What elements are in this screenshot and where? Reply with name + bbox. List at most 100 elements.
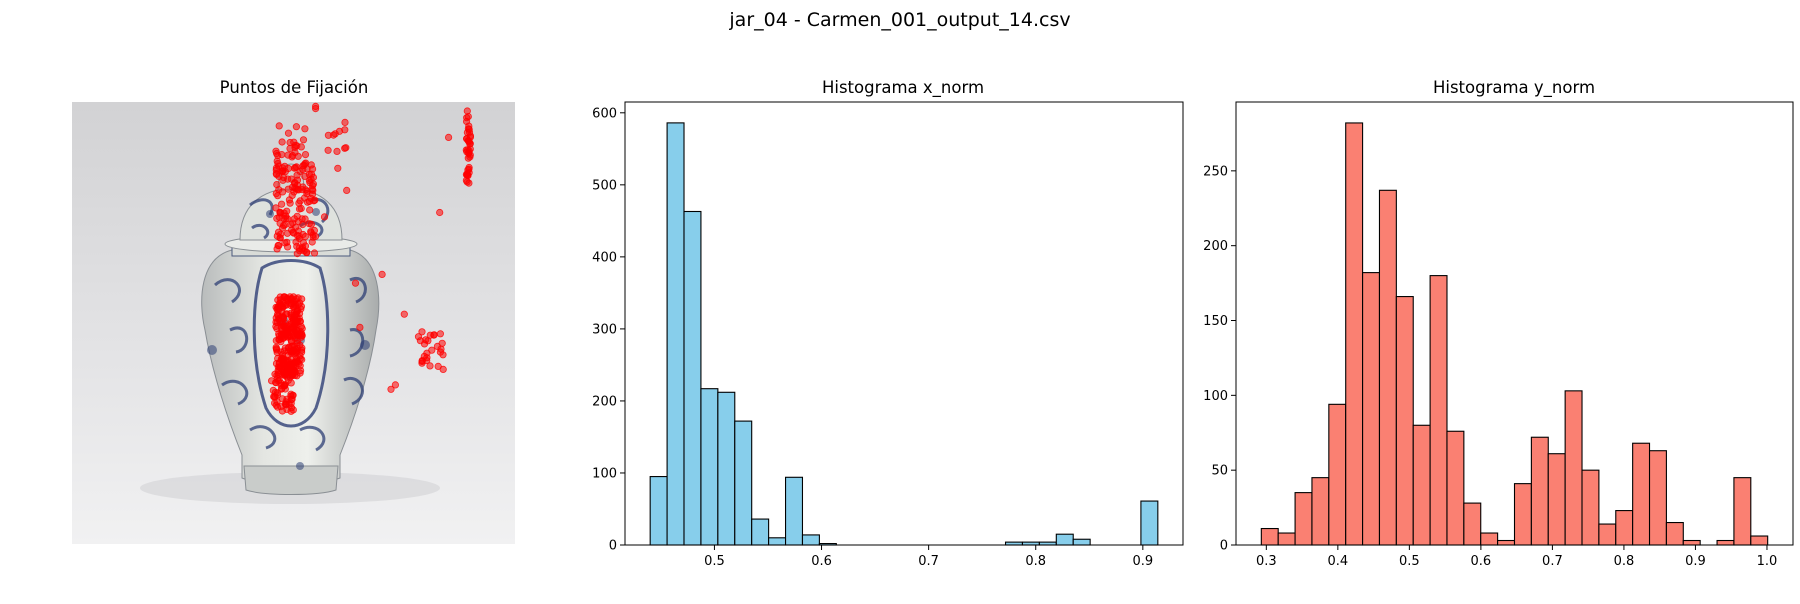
fixation-point <box>273 310 282 319</box>
fixation-point <box>333 147 341 155</box>
xnorm-xtick-label: 0.8 <box>1025 554 1046 569</box>
fixation-point <box>462 117 471 126</box>
xnorm-bar <box>1055 533 1074 546</box>
xnorm-xtick-label: 0.9 <box>1132 554 1153 569</box>
fixation-point <box>275 122 283 130</box>
fixation-point <box>296 167 304 176</box>
fixation-point <box>299 136 308 144</box>
ynorm-bar <box>1598 523 1617 546</box>
fixation-point <box>277 230 285 238</box>
ynorm-bar <box>1328 403 1347 546</box>
ynorm-bar <box>1733 477 1752 546</box>
ynorm-ytick-label: 150 <box>1203 314 1228 329</box>
fixation-point <box>334 164 342 172</box>
xnorm-bar <box>734 420 753 546</box>
ynorm-bar <box>1497 539 1516 546</box>
xnorm-ytick-label: 600 <box>592 106 617 121</box>
fixation-point <box>284 164 293 173</box>
xnorm-bar <box>717 391 736 546</box>
ynorm-bar <box>1564 390 1583 546</box>
fixation-point <box>465 128 474 136</box>
fixation-point <box>288 191 296 199</box>
panel1-title: Puntos de Fijación <box>220 78 369 97</box>
jar-photo <box>72 102 515 544</box>
xnorm-bar <box>683 210 702 546</box>
fixation-point <box>302 186 310 194</box>
fixation-point <box>306 206 314 214</box>
panel2-title: Histograma x_norm <box>822 78 984 98</box>
xnorm-bar <box>1072 538 1091 546</box>
fixation-point <box>307 220 315 228</box>
fixation-point <box>297 333 305 341</box>
xnorm-bar <box>649 476 668 546</box>
ynorm-bar <box>1480 532 1499 546</box>
ynorm-ytick-label: 50 <box>1211 464 1228 479</box>
ynorm-bar <box>1615 510 1634 546</box>
fixation-point <box>351 279 360 287</box>
fixation-point <box>301 151 310 159</box>
fixation-point <box>272 322 280 331</box>
fixation-point <box>284 129 293 137</box>
fixation-point <box>294 217 302 226</box>
fixation-point <box>465 179 473 187</box>
ynorm-xtick-label: 0.9 <box>1685 554 1706 569</box>
fixation-point <box>281 239 289 247</box>
fixation-point <box>423 354 431 362</box>
fixation-point <box>272 147 280 155</box>
fixation-point <box>295 235 303 243</box>
xnorm-ytick-label: 500 <box>592 178 617 193</box>
fixation-point <box>277 200 286 208</box>
fixation-point <box>281 319 289 327</box>
ynorm-bar <box>1446 430 1465 546</box>
fixation-point <box>320 213 329 221</box>
fixation-point <box>433 342 441 350</box>
ynorm-bar <box>1378 189 1397 546</box>
fixation-point <box>283 229 291 237</box>
fixation-point <box>292 123 300 131</box>
fixation-point <box>284 344 292 352</box>
fixation-point <box>297 143 305 151</box>
fixation-point <box>378 270 386 278</box>
fixation-point <box>462 146 470 154</box>
fixation-point <box>288 153 296 161</box>
ynorm-bar <box>1648 450 1667 546</box>
fixation-point <box>287 404 296 412</box>
ynorm-ytick-label: 0 <box>1220 539 1228 554</box>
fixation-point <box>324 146 332 154</box>
fixation-point <box>439 351 447 359</box>
fixation-point <box>436 330 444 338</box>
ynorm-bar <box>1395 296 1414 546</box>
xnorm-ytick-label: 200 <box>592 394 617 409</box>
fixation-point <box>356 323 364 331</box>
fixation-point <box>287 379 295 387</box>
ynorm-xtick-label: 0.6 <box>1471 554 1492 569</box>
fixation-point <box>269 386 277 394</box>
fixation-point <box>287 221 295 229</box>
fixation-point <box>324 131 332 139</box>
fixation-point <box>311 105 320 113</box>
fixation-point <box>296 317 304 325</box>
fixation-point <box>291 141 299 149</box>
fixation-point <box>293 357 301 366</box>
fixation-point <box>274 192 282 200</box>
fixation-point <box>462 135 471 143</box>
ynorm-bar <box>1345 122 1364 546</box>
ynorm-bar <box>1750 535 1769 546</box>
xnorm-ytick-label: 0 <box>609 539 617 554</box>
fixation-point <box>279 176 287 184</box>
ynorm-bar <box>1665 521 1684 546</box>
xnorm-bar <box>751 518 770 546</box>
ynorm-bar <box>1429 275 1448 546</box>
ynorm-ytick-label: 200 <box>1203 239 1228 254</box>
fixation-point <box>306 179 314 187</box>
fixation-point <box>282 301 290 309</box>
fixation-point <box>291 300 300 308</box>
fixation-point <box>274 354 282 363</box>
xnorm-xtick-label: 0.5 <box>704 554 725 569</box>
ynorm-bar <box>1412 424 1431 546</box>
ynorm-bar <box>1294 492 1313 546</box>
fixation-point <box>444 133 453 141</box>
xnorm-ytick-label: 100 <box>592 466 617 481</box>
xnorm-xtick-label: 0.7 <box>918 554 939 569</box>
